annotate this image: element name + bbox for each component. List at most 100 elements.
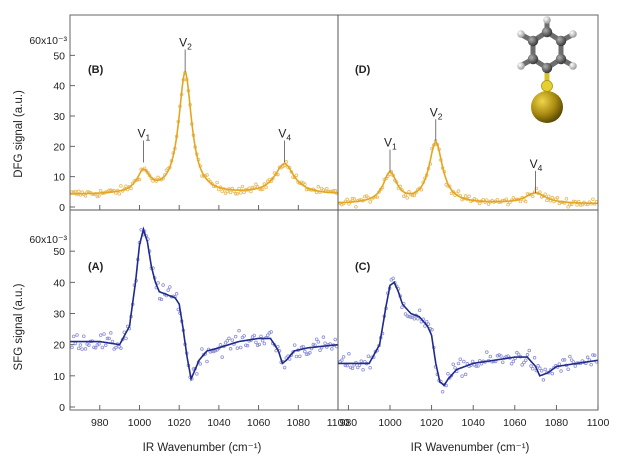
data-point — [304, 352, 309, 356]
peak-label: V4 — [530, 157, 543, 173]
sfg-y-axis-label: SFG signal (a.u.) — [13, 283, 25, 370]
data-point — [500, 360, 505, 364]
data-point — [405, 314, 410, 318]
data-point — [119, 184, 123, 188]
data-point — [520, 363, 524, 367]
data-point — [424, 319, 429, 324]
data-point — [364, 194, 369, 198]
data-point — [557, 362, 562, 366]
peak-label-subscript: 1 — [145, 133, 150, 143]
data-point — [225, 339, 229, 343]
peak-label-subscript: 2 — [187, 42, 192, 52]
data-point — [259, 334, 263, 339]
data-point — [325, 186, 329, 191]
data-point — [354, 204, 358, 209]
data-point — [114, 345, 118, 350]
dfg-y-axis-label: DFG signal (a.u.) — [13, 90, 25, 178]
data-point — [71, 334, 76, 339]
fit-line — [69, 70, 339, 195]
peak-label: V4 — [278, 127, 291, 143]
data-point — [198, 362, 202, 366]
data-point — [525, 353, 530, 357]
data-point — [92, 345, 96, 350]
x-tick-label: 1060 — [503, 417, 527, 429]
data-point — [568, 354, 572, 359]
x-tick-label: 1000 — [128, 417, 152, 429]
y-tick-label: 30 — [53, 309, 65, 321]
data-point — [555, 195, 560, 200]
data-point — [76, 346, 81, 351]
data-point — [262, 341, 267, 346]
data-point — [159, 297, 164, 302]
data-point — [98, 188, 103, 193]
data-point — [352, 197, 356, 201]
data-point — [228, 347, 233, 351]
data-point — [124, 336, 128, 341]
data-point — [523, 358, 528, 362]
data-point — [166, 288, 170, 292]
data-point — [82, 334, 86, 339]
data-point — [80, 347, 84, 351]
data-point — [220, 189, 224, 194]
data-point — [538, 366, 542, 371]
x-tick-label: 1060 — [247, 417, 271, 429]
data-point — [211, 349, 216, 354]
data-point — [301, 344, 305, 349]
peak-label-subscript: 4 — [286, 133, 291, 143]
data-point — [78, 343, 83, 347]
data-point — [350, 366, 355, 370]
data-point — [205, 359, 209, 364]
data-point — [506, 202, 510, 207]
x-tick-label: 1080 — [545, 417, 569, 429]
peak-label: V1 — [137, 127, 150, 143]
data-point — [223, 340, 228, 345]
y-tick-label: 20 — [53, 141, 65, 153]
peak-label: V1 — [384, 136, 397, 152]
data-point — [419, 188, 424, 192]
panel-d-dfg-plot: (D) V1 V2 V4 — [338, 64, 599, 209]
data-point — [543, 192, 547, 196]
data-point — [529, 364, 533, 368]
panel-c-sfg-plot: 980 1000 1020 1040 1060 1080 1100 (C) — [338, 261, 609, 429]
data-point — [566, 367, 570, 371]
data-point — [417, 308, 422, 313]
data-point — [569, 202, 574, 207]
data-point — [366, 354, 371, 358]
y-tick-label: 50 — [53, 246, 65, 258]
y-scale-multiplier-bottom: 60x10⁻³ — [29, 234, 67, 246]
data-point — [97, 342, 101, 346]
panel-label: (D) — [355, 64, 371, 76]
data-point — [531, 194, 535, 199]
data-point — [254, 182, 258, 187]
data-point — [575, 203, 579, 207]
data-point — [168, 285, 172, 289]
data-point — [571, 360, 576, 364]
y-tick-label: 10 — [53, 371, 65, 383]
data-point — [252, 333, 256, 338]
x-tick-label: 980 — [91, 417, 109, 429]
panel-b-dfg-plot: 0 10 20 30 40 50 (B) V1 V2 V4 — [53, 36, 339, 214]
data-point — [217, 187, 221, 192]
data-point — [591, 353, 595, 357]
data-point — [566, 204, 570, 209]
data-point — [73, 189, 78, 194]
peak-label-subscript: 1 — [392, 142, 397, 152]
data-point — [345, 197, 349, 202]
y-tick-label: 0 — [59, 402, 65, 414]
data-point — [102, 332, 106, 336]
data-point — [292, 343, 297, 347]
data-point — [368, 200, 372, 204]
data-point — [237, 328, 241, 333]
data-point — [220, 355, 224, 359]
data-point — [93, 345, 98, 350]
data-point — [260, 187, 265, 192]
y-tick-label: 20 — [53, 340, 65, 352]
y-scale-multiplier-top: 60x10⁻³ — [29, 35, 67, 47]
data-point — [276, 172, 280, 177]
peak-label: V2 — [179, 36, 192, 52]
data-point — [303, 349, 307, 354]
data-point — [511, 195, 516, 200]
fit-line — [338, 141, 599, 205]
data-point — [495, 354, 500, 358]
